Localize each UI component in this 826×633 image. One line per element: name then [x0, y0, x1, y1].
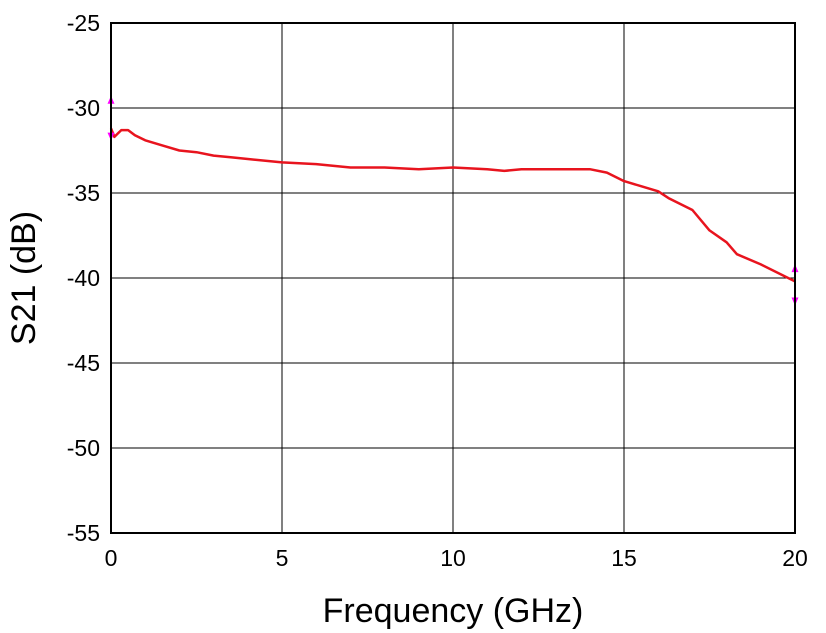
series-line: [109, 127, 796, 283]
x-tick-label: 15: [611, 545, 637, 571]
y-tick-label: -45: [67, 350, 100, 376]
y-tick-label: -40: [67, 265, 100, 291]
y-tick-label: -50: [67, 435, 100, 461]
x-axis-title: Frequency (GHz): [323, 592, 584, 630]
y-tick-label: -55: [67, 520, 100, 546]
y-tick-labels: -25 -30 -35 -40 -45 -50 -55: [67, 10, 100, 546]
x-tick-label: 0: [105, 545, 118, 571]
x-tick-label: 20: [782, 545, 808, 571]
y-tick-label: -30: [67, 95, 100, 121]
x-tick-label: 10: [440, 545, 466, 571]
y-tick-label: -25: [67, 10, 100, 36]
x-tick-labels: 0 5 10 15 20: [105, 545, 808, 571]
y-axis-title: S21 (dB): [5, 211, 43, 345]
series-layer: [109, 127, 796, 283]
x-tick-label: 5: [276, 545, 289, 571]
grid-lines: [111, 23, 795, 533]
y-tick-label: -35: [67, 180, 100, 206]
plot-frame: [110, 22, 796, 534]
